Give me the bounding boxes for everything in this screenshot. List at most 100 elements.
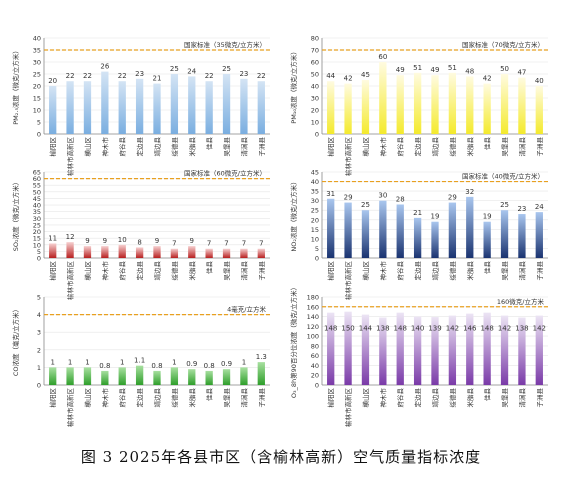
- bar-value-label: 1: [120, 358, 124, 366]
- x-tick-label: 清涧县: [239, 261, 248, 281]
- x-tick-label: 榆林市高新区: [344, 137, 353, 177]
- bar-value-label: 40: [535, 77, 544, 85]
- bar: [413, 72, 422, 134]
- x-tick-label: 榆阳区: [326, 137, 335, 157]
- bar: [188, 246, 196, 258]
- x-tick-label: 子洲县: [536, 261, 544, 281]
- y-tick-label: 50: [311, 71, 319, 79]
- x-tick-label: 子洲县: [536, 137, 544, 157]
- bar: [49, 86, 57, 134]
- bar-value-label: 0.8: [204, 362, 215, 370]
- bar-value-label: 60: [378, 53, 387, 61]
- x-tick-label: 绥德县: [170, 388, 179, 408]
- bar: [344, 83, 352, 134]
- x-tick-label: 府谷县: [118, 137, 127, 157]
- bar: [257, 248, 265, 258]
- bar: [379, 317, 387, 385]
- y-axis-label: PM₂.₅浓度（微克/立方米）: [11, 47, 20, 125]
- x-tick-label: 定边县: [135, 137, 144, 157]
- bar: [483, 221, 491, 258]
- bar-value-label: 23: [239, 70, 248, 78]
- x-tick-label: 吴堡县: [500, 137, 509, 157]
- x-tick-label: 榆林市高新区: [344, 261, 353, 301]
- x-tick-label: 吴堡县: [500, 261, 509, 281]
- y-tick-label: 180: [307, 294, 319, 302]
- y-tick-label: 60: [311, 59, 319, 67]
- bar: [535, 86, 543, 134]
- y-axis-label: PM₁₀浓度（微克/立方米）: [289, 48, 298, 123]
- y-tick-label: 80: [311, 342, 319, 350]
- y-tick-label: 35: [33, 47, 41, 55]
- x-tick-label: 府谷县: [118, 261, 127, 281]
- bar-value-label: 140: [411, 324, 424, 332]
- bar-value-label: 47: [517, 69, 526, 77]
- y-tick-label: 2: [37, 346, 41, 354]
- bar-value-label: 21: [153, 75, 162, 83]
- bar-value-label: 42: [483, 75, 492, 83]
- bar-value-label: 138: [515, 324, 528, 332]
- x-tick-label: 神木市: [378, 137, 387, 157]
- bar-value-label: 51: [448, 64, 457, 72]
- bar: [379, 62, 387, 134]
- bar-value-label: 22: [66, 72, 75, 80]
- bar-value-label: 21: [413, 209, 422, 217]
- bar-value-label: 44: [326, 72, 335, 80]
- y-tick-label: 5: [315, 245, 319, 253]
- bar: [361, 210, 370, 258]
- bar-value-label: 1.1: [134, 357, 145, 365]
- bar: [205, 248, 213, 258]
- bar-value-label: 25: [170, 65, 179, 73]
- bar-value-label: 0.9: [221, 360, 232, 368]
- x-tick-label: 靖边县: [431, 137, 440, 157]
- bar-value-label: 1.3: [256, 353, 267, 361]
- x-tick-label: 神木市: [378, 261, 387, 281]
- bar: [153, 370, 161, 385]
- bar: [135, 247, 144, 258]
- x-tick-label: 横山区: [83, 388, 92, 408]
- threshold-label: 国家标准（70微克/立方米）: [462, 40, 544, 49]
- bar: [170, 367, 179, 385]
- x-tick-label: 榆阳区: [48, 388, 57, 408]
- y-tick-label: 70: [311, 47, 319, 55]
- y-tick-label: 15: [311, 226, 319, 234]
- bar: [535, 315, 543, 385]
- bar: [466, 313, 474, 385]
- threshold-label: 国家标准（40微克/立方米）: [462, 172, 544, 181]
- x-tick-label: 神木市: [100, 388, 109, 408]
- bar: [396, 75, 404, 134]
- bar-value-label: 29: [344, 194, 353, 202]
- bar-value-label: 7: [259, 240, 263, 248]
- bar-value-label: 28: [396, 195, 405, 203]
- bar-value-label: 49: [396, 66, 405, 74]
- x-tick-label: 靖边县: [153, 388, 162, 408]
- y-axis-label: CO浓度（毫克/立方米）: [11, 306, 20, 376]
- bar: [500, 315, 509, 385]
- y-tick-label: 60: [311, 352, 319, 360]
- bar-value-label: 51: [413, 64, 422, 72]
- bar-value-label: 25: [361, 201, 370, 209]
- bar: [448, 72, 457, 134]
- y-tick-label: 20: [33, 83, 41, 91]
- bar-value-label: 7: [224, 240, 228, 248]
- y-tick-label: 120: [307, 323, 319, 331]
- bar-value-label: 142: [533, 324, 546, 332]
- bar: [327, 312, 335, 385]
- y-tick-label: 140: [307, 313, 319, 321]
- bar: [327, 198, 335, 258]
- x-tick-label: 清涧县: [517, 137, 526, 157]
- x-tick-label: 定边县: [135, 261, 144, 281]
- y-tick-label: 15: [33, 235, 41, 243]
- y-tick-label: 30: [33, 215, 41, 223]
- bar: [344, 311, 352, 385]
- x-tick-label: 定边县: [135, 388, 144, 408]
- y-tick-label: 25: [33, 221, 41, 229]
- bar-value-label: 24: [187, 67, 196, 75]
- y-axis-label: SO₂浓度（微克/立方米）: [11, 179, 20, 252]
- y-tick-label: 30: [311, 95, 319, 103]
- x-tick-label: 定边县: [413, 388, 422, 408]
- bar-value-label: 10: [118, 236, 127, 244]
- x-tick-label: 横山区: [83, 137, 92, 157]
- bar-value-label: 12: [66, 233, 75, 241]
- y-tick-label: 10: [311, 119, 319, 127]
- y-tick-label: 5: [37, 248, 41, 256]
